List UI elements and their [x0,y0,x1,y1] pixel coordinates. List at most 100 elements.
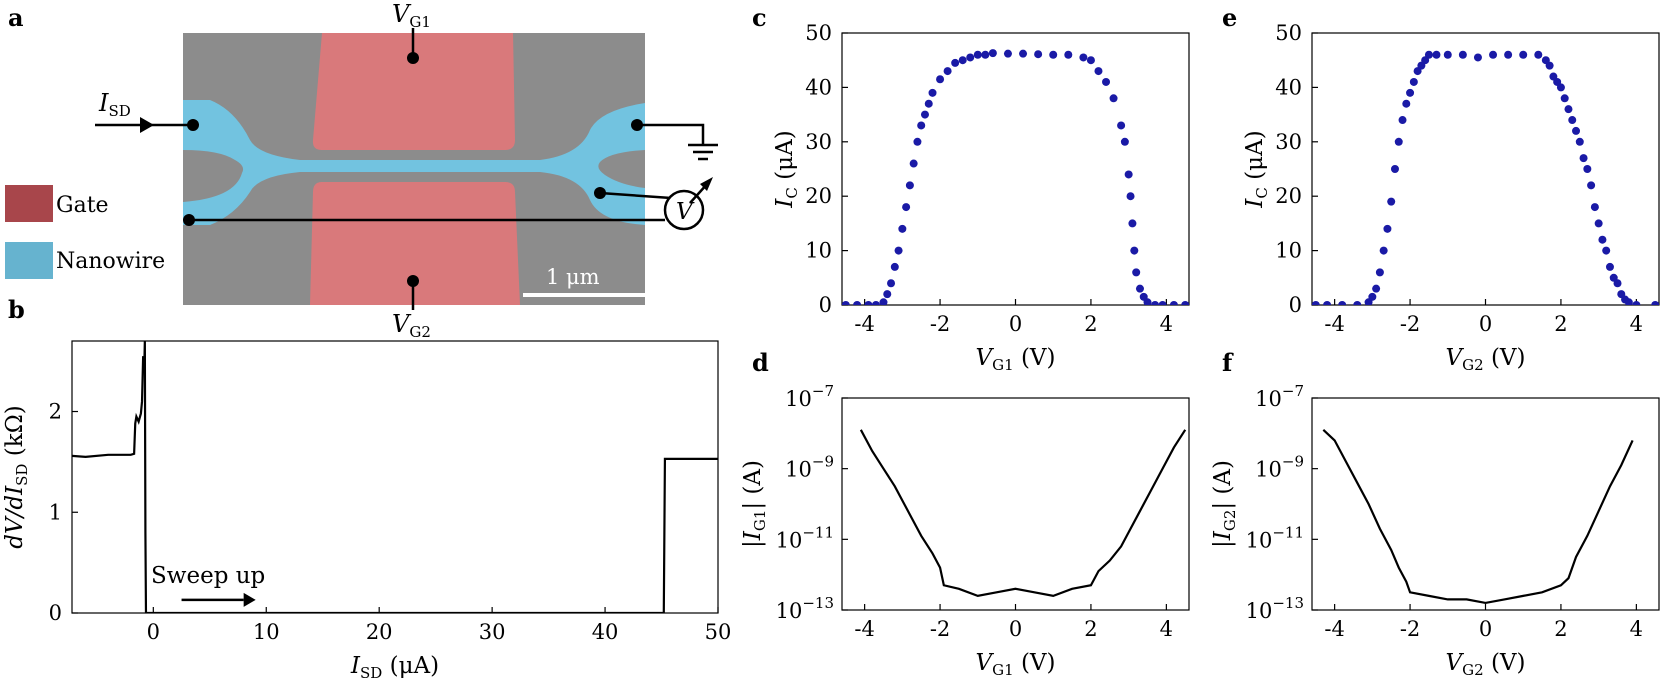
data-point [842,301,850,305]
isd-label: ISD [98,89,131,120]
data-point [951,58,960,67]
data-point [1019,49,1028,58]
data-point [1613,279,1622,288]
data-point [1424,50,1433,59]
data-point [1132,268,1141,277]
series-line [859,429,1187,598]
y-tick-label: 10−13 [1246,594,1304,623]
legend-label-nanowire: Nanowire [56,249,165,274]
data-point [936,75,945,84]
isd-contact [187,119,199,131]
data-point [1128,219,1137,228]
data-point [1519,50,1528,59]
y-tick-label: 2 [49,400,62,424]
y-tick-label: 40 [1275,75,1302,99]
x-tick-label: 2 [1084,617,1097,641]
y-tick-label: 0 [1289,293,1302,317]
data-point [973,50,982,59]
nanowire-left-pad [183,100,300,225]
data-point [1034,50,1043,59]
data-point [1406,88,1415,97]
data-point [1086,56,1095,65]
scale-bar-label: 1 μm [546,265,600,289]
data-point [924,99,933,108]
legend-swatch-nanowire [5,242,53,279]
data-point [1126,192,1135,201]
y-tick-label: 50 [805,21,832,45]
data-point [1556,83,1565,92]
data-point [1572,126,1581,135]
y-axis-label: dV/dISD (kΩ) [2,405,31,548]
y-tick-label: 10−9 [785,453,834,482]
x-axis-label: VG2 (V) [1445,345,1525,374]
x-tick-label: -2 [930,312,950,336]
data-point [1094,67,1103,76]
x-tick-label: 20 [366,620,393,644]
y-tick-label: 20 [1275,184,1302,208]
data-point [1375,268,1384,277]
panel-letter-d: d [752,348,769,377]
data-point [913,137,922,146]
data-point [1432,50,1441,59]
y-tick-label: 30 [805,130,832,154]
y-tick-label: 50 [1275,21,1302,45]
y-tick-label: 10−11 [776,523,834,552]
data-point [1383,224,1392,233]
y-tick-label: 20 [805,184,832,208]
x-axis-label: VG1 (V) [975,650,1055,679]
data-point [1394,137,1403,146]
x-tick-label: -2 [1400,617,1420,641]
legend-swatch-gate [5,185,53,222]
voltmeter-label: V [676,199,695,225]
data-point [1130,246,1139,255]
data-point [1124,170,1133,179]
data-point [1624,298,1633,305]
y-tick-label: 10−7 [1255,382,1304,411]
scatter-series [1312,50,1659,305]
data-point [981,50,990,59]
data-point [871,301,880,305]
isd-arrow-icon [140,117,154,133]
data-point [966,53,975,62]
chart-d: -4 -2 0 2 4 10−7 10−9 10−11 10−13 VG1 (V) |IG1| (A… [740,382,1190,679]
data-point [1443,50,1452,59]
x-tick-label: 2 [1554,312,1567,336]
data-point [864,301,873,305]
data-point [1632,301,1641,305]
sweep-arrowhead-icon [243,592,256,607]
x-axis-label: VG1 (V) [975,345,1055,374]
x-axis-label: VG2 (V) [1445,650,1525,679]
data-point [883,290,892,299]
y-tick-label: 40 [805,75,832,99]
x-tick-label: -4 [854,617,874,641]
data-point [1003,49,1012,58]
data-point [1489,50,1498,59]
x-tick-label: 10 [253,620,280,644]
panel-letter-b: b [8,295,25,324]
data-point [1368,292,1377,301]
data-point [1379,246,1388,255]
series-line [1322,428,1634,605]
data-point [1151,301,1160,305]
x-tick-label: 4 [1630,312,1643,336]
data-point [928,88,937,97]
data-point [943,67,952,76]
data-point [1579,154,1588,163]
x-tick-label: 4 [1160,312,1173,336]
device-image: V 1 μm ISD VG1 VG2 [95,0,718,341]
gate-bottom [310,182,520,305]
x-tick-label: -2 [1400,312,1420,336]
data-point [1312,301,1320,305]
x-axis-label: ISD (μA) [350,653,439,682]
data-point [1390,165,1399,173]
data-point [1564,105,1573,114]
data-point [1590,203,1599,212]
chart-f: -4 -2 0 2 4 10−7 10−9 10−11 10−13 VG2 (V) |IG2| (A… [1210,382,1660,679]
y-axis-label: IC (μA) [1242,130,1271,208]
data-point [1135,284,1144,293]
data-point [1143,298,1152,305]
plot-frame-e [1311,32,1660,306]
data-point [909,159,918,168]
